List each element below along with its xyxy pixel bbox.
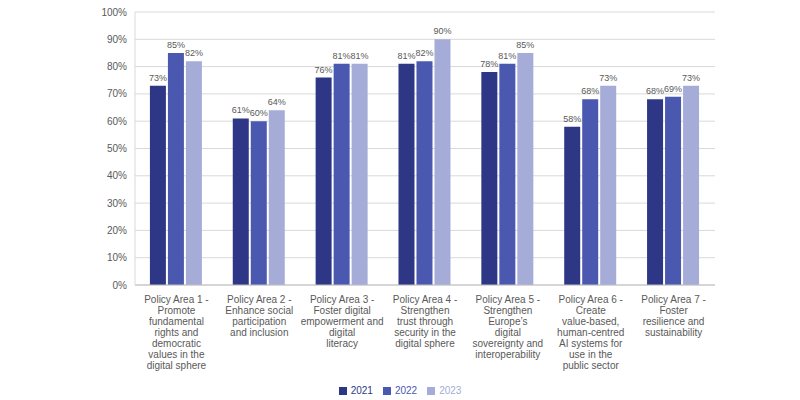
- svg-text:69%: 69%: [664, 84, 682, 94]
- svg-text:Policy Area 2 -Enhance socialp: Policy Area 2 -Enhance socialparticipati…: [225, 294, 293, 338]
- svg-text:64%: 64%: [268, 97, 286, 107]
- svg-text:73%: 73%: [599, 73, 617, 83]
- svg-text:Policy Area 5 -StrengthenEurop: Policy Area 5 -StrengthenEurope’sdigital…: [473, 294, 544, 360]
- html-text:2023: 2023: [439, 385, 462, 396]
- svg-text:68%: 68%: [581, 86, 599, 96]
- svg-text:78%: 78%: [480, 59, 498, 69]
- svg-text:90%: 90%: [107, 34, 127, 45]
- svg-text:20%: 20%: [107, 225, 127, 236]
- svg-text:85%: 85%: [167, 40, 185, 50]
- svg-text:50%: 50%: [107, 143, 127, 154]
- html-text:2022: 2022: [394, 385, 418, 396]
- svg-text:90%: 90%: [433, 26, 451, 36]
- svg-text:70%: 70%: [107, 88, 127, 99]
- svg-text:85%: 85%: [516, 40, 534, 50]
- svg-text:73%: 73%: [149, 73, 167, 83]
- html-text:2021: 2021: [350, 385, 373, 396]
- svg-text:58%: 58%: [563, 114, 581, 124]
- svg-text:81%: 81%: [397, 51, 415, 61]
- svg-text:82%: 82%: [415, 48, 433, 58]
- svg-text:76%: 76%: [315, 65, 333, 75]
- svg-text:81%: 81%: [351, 51, 369, 61]
- svg-text:81%: 81%: [498, 51, 516, 61]
- svg-text:Policy Area 7 -Fosterresilienc: Policy Area 7 -Fosterresilience andsusta…: [641, 294, 705, 338]
- svg-text:Policy Area 1 -Promotefundamen: Policy Area 1 -Promotefundamentalrights …: [144, 294, 208, 371]
- svg-text:60%: 60%: [250, 108, 268, 118]
- svg-text:10%: 10%: [107, 252, 127, 263]
- svg-text:Policy Area 3 -Foster digitale: Policy Area 3 -Foster digitalempowerment…: [301, 294, 384, 349]
- svg-text:0%: 0%: [113, 280, 128, 291]
- svg-text:100%: 100%: [101, 7, 127, 18]
- svg-text:Policy Area 4 -Strengthentrust: Policy Area 4 -Strengthentrust throughse…: [393, 294, 457, 349]
- svg-text:80%: 80%: [107, 61, 127, 72]
- svg-text:30%: 30%: [107, 198, 127, 209]
- svg-text:61%: 61%: [232, 105, 250, 115]
- svg-text:40%: 40%: [107, 170, 127, 181]
- svg-text:68%: 68%: [646, 86, 664, 96]
- svg-text:60%: 60%: [107, 116, 127, 127]
- svg-text:81%: 81%: [333, 51, 351, 61]
- svg-text:Policy Area 6 -Createvalue-bas: Policy Area 6 -Createvalue-based,human-c…: [557, 294, 624, 371]
- svg-text:73%: 73%: [682, 73, 700, 83]
- svg-text:82%: 82%: [185, 48, 203, 58]
